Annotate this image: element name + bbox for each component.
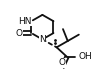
Text: HN: HN: [18, 17, 31, 26]
Text: O: O: [16, 29, 23, 38]
Text: N: N: [39, 35, 46, 44]
Text: OH: OH: [78, 52, 92, 61]
Text: O: O: [59, 58, 66, 67]
